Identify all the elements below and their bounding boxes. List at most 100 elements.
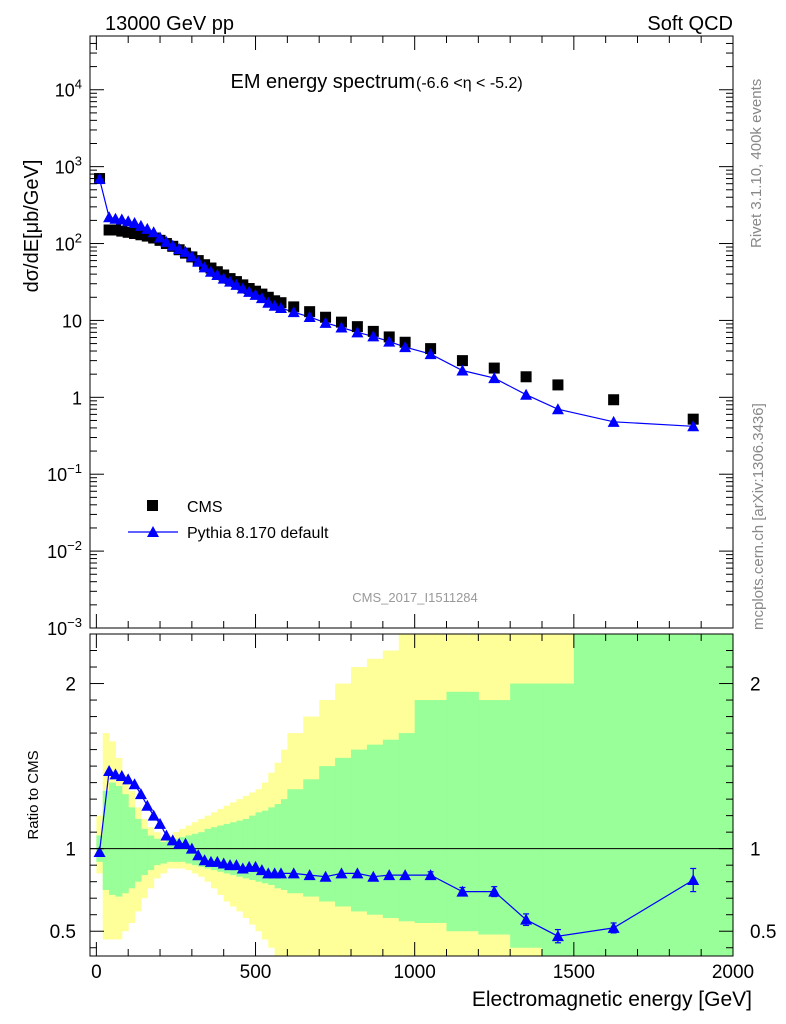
uncertainty-band-inner [573, 634, 654, 956]
mc-point [262, 296, 275, 308]
legend: CMS Pythia 8.170 default [128, 499, 329, 542]
mc-point [179, 245, 192, 257]
uncertainty-band-inner [268, 807, 276, 885]
ratio-point [166, 834, 179, 846]
uncertainty-band-inner [140, 828, 148, 876]
ratio-y-tick-label-right: 0.5 [750, 922, 776, 943]
uncertainty-band-inner [249, 815, 257, 881]
mc-point [319, 316, 332, 328]
ratio-point [687, 874, 700, 886]
ratio-point [185, 842, 198, 854]
ratio-point [160, 829, 173, 841]
ratio-point [335, 867, 348, 879]
header-right: Soft QCD [647, 13, 733, 35]
uncertainty-band-inner [166, 840, 174, 862]
mc-point [607, 415, 620, 427]
ratio-plot-marks [90, 634, 734, 956]
mc-point [224, 275, 237, 287]
cms-point [552, 379, 564, 391]
uncertainty-band-inner [134, 818, 142, 882]
bottom-frame [89, 633, 734, 957]
mc-point [147, 226, 160, 238]
header-left: 13000 GeV pp [105, 13, 234, 35]
ratio-point [141, 799, 154, 811]
mc-point [520, 388, 533, 400]
mc-point [192, 255, 205, 267]
ratio-point [122, 773, 135, 785]
mc-point [128, 216, 141, 228]
x-axis-label: Electromagnetic energy [GeV] [472, 988, 752, 1011]
top-y-tick-label: 10−3 [47, 615, 82, 639]
mc-point [217, 272, 230, 284]
uncertainty-band-inner [398, 733, 416, 922]
uncertainty-band-inner [542, 683, 575, 956]
ratio-point [287, 867, 300, 879]
mc-point [134, 219, 147, 231]
ratio-y-tick-label: 1 [65, 840, 76, 861]
top-y-tick-label: 104 [55, 77, 82, 101]
uncertainty-band-inner [179, 837, 186, 862]
top-plot-marks [93, 173, 700, 432]
uncertainty-band-inner [414, 700, 448, 923]
uncertainty-band-inner [382, 739, 400, 919]
uncertainty-band-inner [109, 782, 116, 895]
ratio-point [192, 849, 205, 861]
uncertainty-band-inner [172, 838, 180, 862]
ratio-point [351, 867, 364, 879]
x-tick-label: 0 [91, 962, 102, 983]
cms-point [520, 371, 532, 383]
uncertainty-band-inner [335, 757, 352, 907]
mc-point [303, 310, 316, 322]
ratio-point [134, 788, 147, 800]
mc-point [456, 364, 469, 376]
cms-point [103, 224, 115, 236]
cms-point [135, 229, 147, 241]
source-label: mcplots.cern.ch [arXiv:1306.3436] [750, 403, 767, 630]
mc-point [383, 335, 396, 347]
ratio-point [488, 885, 501, 897]
mc-point [287, 306, 300, 318]
cms-point [687, 413, 699, 425]
uncertainty-band-inner [147, 835, 155, 871]
bottom-panel: 0.5 0.51 12 20 500 1000 1500 2000 Ratio to CMS … [25, 633, 776, 1011]
ratio-point [230, 859, 243, 871]
cms-point [141, 230, 153, 242]
uncertainty-band-inner [153, 838, 161, 866]
mc-point [236, 282, 249, 294]
mc-point [268, 299, 281, 311]
uncertainty-band-inner [366, 744, 384, 915]
top-y-tick-label: 10 [62, 311, 82, 331]
ratio-y-axis-label: Ratio to CMS [25, 750, 42, 839]
cms-point [129, 228, 141, 240]
mc-point [335, 321, 348, 333]
top-y-tick-label: 102 [55, 231, 82, 255]
ratio-point [456, 885, 469, 897]
x-tick-label: 500 [240, 962, 272, 983]
mc-point [93, 173, 106, 185]
uncertainty-band-inner [102, 790, 110, 890]
mc-point [367, 330, 380, 342]
ratio-point [128, 778, 141, 790]
legend-mc-marker [147, 526, 159, 537]
ratio-point [179, 837, 192, 849]
mc-point [160, 235, 173, 247]
top-y-axis-label: dσ/dE[μb/GeV] [21, 160, 43, 293]
watermark: CMS_2017_I1511284 [352, 590, 478, 605]
uncertainty-band-inner [478, 700, 511, 935]
mc-point [166, 239, 179, 251]
uncertainty-band-inner [287, 789, 304, 894]
cms-point [109, 224, 121, 236]
mc-point [488, 372, 501, 384]
ratio-y-tick-label-right: 1 [750, 840, 761, 861]
mc-point [274, 302, 287, 314]
ratio-point [607, 921, 620, 933]
mc-point [424, 348, 437, 360]
ratio-point [115, 770, 128, 782]
cms-point [488, 362, 500, 374]
cms-point [122, 226, 134, 238]
ratio-point [274, 867, 287, 879]
cms-point [148, 232, 160, 244]
ratio-y-tick-label-right: 2 [750, 675, 761, 696]
